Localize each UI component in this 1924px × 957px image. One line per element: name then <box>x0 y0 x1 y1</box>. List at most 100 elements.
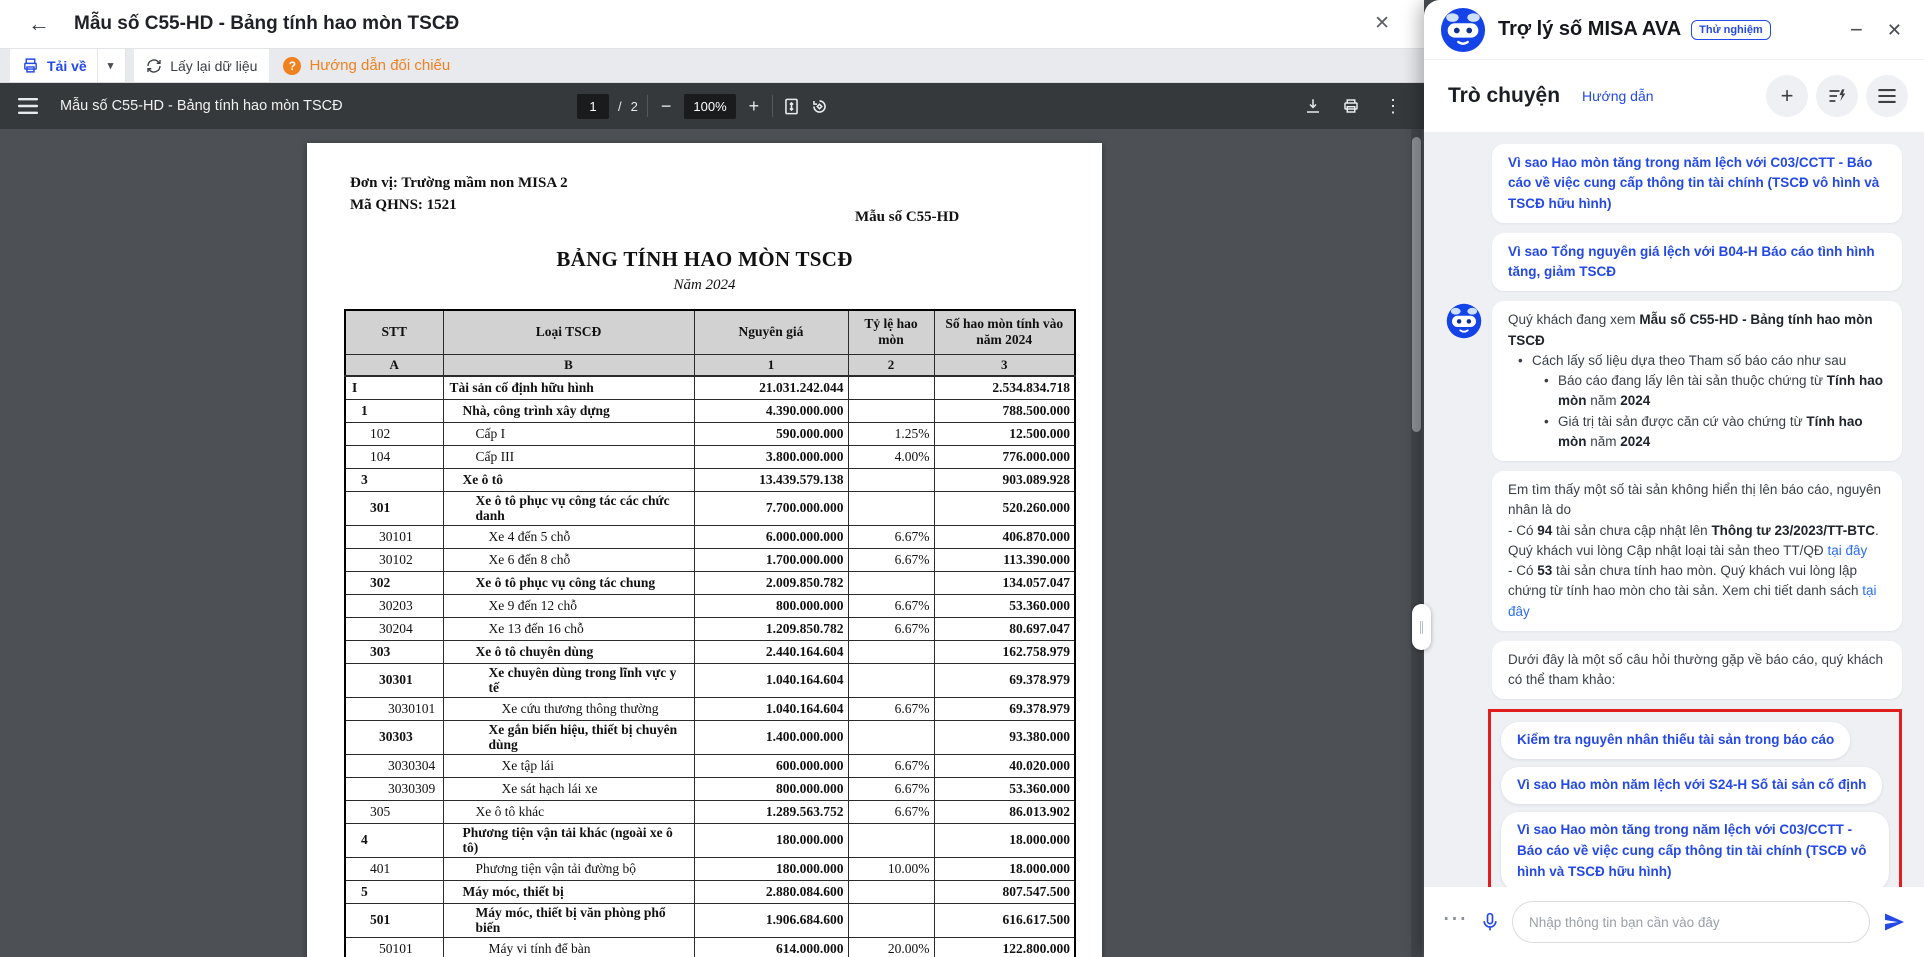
page-title: Mẫu số C55-HD - Bảng tính hao mòn TSCĐ <box>74 13 460 34</box>
bot-message-text: Dưới đây là một số câu hỏi thường gặp về… <box>1492 640 1902 700</box>
table-cell: Xe ô tô <box>442 467 695 492</box>
table-row: 30203 Xe 9 đến 12 chỗ 800.000.000 6.67% 53.3… <box>344 593 1076 618</box>
table-row: 3030101 Xe cứu thương thông thường 1.040.1… <box>344 696 1076 721</box>
bot-message-text: Quý khách đang xem Mẫu số C55-HD - Bảng … <box>1492 301 1902 461</box>
assistant-header: Trợ lý số MISA AVA Thử nghiệm − ✕ <box>1424 0 1924 60</box>
table-cell: 104 <box>344 444 444 469</box>
kebab-menu-icon[interactable]: ⋮ <box>1384 95 1402 116</box>
faq-annotation-box: Kiểm tra nguyên nhân thiếu tài sản trong… <box>1488 709 1902 887</box>
table-cell: 102 <box>344 421 444 446</box>
table-cell: 180.000.000 <box>693 822 849 858</box>
table-cell: Phương tiện vận tải khác (ngoài xe ô tô) <box>442 822 695 858</box>
table-subheader: 3 <box>933 354 1076 377</box>
zoom-level[interactable]: 100% <box>684 93 736 119</box>
menu-icon[interactable] <box>18 98 38 114</box>
depreciation-table: STT Loại TSCĐ Nguyên giá Tỷ lệ hao mòn Số ha… <box>344 308 1076 957</box>
table-cell: 162.758.979 <box>933 639 1076 664</box>
zoom-out-button[interactable]: − <box>660 95 672 116</box>
table-cell: 6.67% <box>847 753 935 778</box>
table-cell: 6.67% <box>847 547 935 572</box>
table-cell: 3030101 <box>344 696 444 721</box>
minimize-icon[interactable]: − <box>1850 16 1863 42</box>
table-row: 102 Cấp I 590.000.000 1.25% 12.500.000 <box>344 421 1076 446</box>
table-row: 303 Xe ô tô chuyên dùng 2.440.164.604 162.7… <box>344 639 1076 664</box>
fit-page-icon[interactable] <box>782 97 801 116</box>
microphone-icon[interactable] <box>1480 910 1500 934</box>
table-cell: 6.67% <box>847 524 935 549</box>
print-icon[interactable] <box>1342 97 1360 115</box>
table-cell: 30301 <box>344 662 444 698</box>
table-row: 305 Xe ô tô khác 1.289.563.752 6.67% 86.013.… <box>344 799 1076 824</box>
close-icon[interactable]: ✕ <box>1886 19 1902 40</box>
table-cell: 2.440.164.604 <box>693 639 849 664</box>
refresh-label: Lấy lại dữ liệu <box>170 57 258 74</box>
table-cell: Máy vi tính để bàn <box>442 936 695 957</box>
table-cell: 134.057.047 <box>933 570 1076 595</box>
bot-message: Quý khách đang xem Mẫu số C55-HD - Bảng … <box>1446 301 1902 461</box>
table-cell: 6.67% <box>847 696 935 721</box>
table-cell: 69.378.979 <box>933 696 1076 721</box>
table-cell: 3 <box>344 467 444 492</box>
table-cell: 800.000.000 <box>693 593 849 618</box>
tab-chat: Trò chuyện <box>1448 84 1561 107</box>
table-cell: 10.00% <box>847 856 935 881</box>
faq-suggestions: Kiểm tra nguyên nhân thiếu tài sản trong… <box>1501 722 1889 887</box>
more-options-icon[interactable]: ⋯ <box>1442 903 1468 932</box>
table-cell: 30101 <box>344 524 444 549</box>
refresh-data-button[interactable]: Lấy lại dữ liệu <box>134 49 270 82</box>
faq-chip[interactable]: Kiểm tra nguyên nhân thiếu tài sản trong… <box>1501 722 1851 760</box>
download-button[interactable]: Tải về ▾ <box>10 49 127 82</box>
table-cell <box>847 879 935 904</box>
table-row: 301 Xe ô tô phục vụ công tác các chức dan… <box>344 490 1076 526</box>
zoom-in-button[interactable]: + <box>748 95 760 116</box>
send-icon[interactable] <box>1882 910 1906 934</box>
faq-chip[interactable]: Vì sao Hao mòn năm lệch với S24-H Số tài… <box>1501 767 1883 805</box>
document-shell: ← Mẫu số C55-HD - Bảng tính hao mòn TSCĐ… <box>0 0 1424 957</box>
table-cell: 2.534.834.718 <box>933 375 1076 400</box>
page-number-input[interactable]: 1 <box>577 93 609 119</box>
menu-button[interactable] <box>1866 75 1908 117</box>
table-cell <box>847 719 935 755</box>
action-toolbar: Tải về ▾ Lấy lại dữ liệu ? Hướng dẫn đối… <box>0 49 1424 83</box>
assistant-name: Trợ lý số MISA AVA <box>1498 18 1682 40</box>
table-row: 30204 Xe 13 đến 16 chỗ 1.209.850.782 6.67% 8… <box>344 616 1076 641</box>
user-message: Vì sao Tổng nguyên giá lệch với B04-H Bá… <box>1446 232 1902 292</box>
quick-actions-button[interactable] <box>1816 75 1858 117</box>
guide-link[interactable]: Hướng dẫn <box>1582 88 1654 104</box>
back-button[interactable]: ← <box>28 11 50 36</box>
scrollbar-thumb[interactable] <box>1412 137 1421 432</box>
chat-text-input[interactable] <box>1512 901 1870 943</box>
table-cell: 2.880.084.600 <box>693 879 849 904</box>
guide-link[interactable]: ? Hướng dẫn đối chiếu <box>283 49 450 82</box>
table-cell: Xe 13 đến 16 chỗ <box>442 616 695 641</box>
link-tai-day[interactable]: tại đây <box>1827 542 1868 558</box>
table-cell: 2.009.850.782 <box>693 570 849 595</box>
table-cell: Máy móc, thiết bị văn phòng phổ biến <box>442 902 695 938</box>
user-message-text: Vì sao Hao mòn tăng trong năm lệch với C… <box>1492 144 1902 223</box>
table-cell: 614.000.000 <box>693 936 849 957</box>
table-cell: 3.800.000.000 <box>693 444 849 469</box>
table-cell: Xe chuyên dùng trong lĩnh vực y tế <box>442 662 695 698</box>
table-cell: 520.260.000 <box>933 490 1076 526</box>
new-chat-button[interactable]: + <box>1766 75 1808 117</box>
table-row: 30101 Xe 4 đến 5 chỗ 6.000.000.000 6.67% 406… <box>344 524 1076 549</box>
link-tai-day[interactable]: tại đây <box>1508 583 1877 619</box>
close-icon[interactable]: ✕ <box>1374 13 1390 34</box>
pdf-document-title: Mẫu số C55-HD - Bảng tính hao mòn TSCĐ <box>60 98 343 114</box>
panel-resize-handle[interactable]: ∥ <box>1412 604 1431 650</box>
download-icon[interactable] <box>1304 97 1322 115</box>
table-cell: 1.25% <box>847 421 935 446</box>
table-cell: 3030309 <box>344 776 444 801</box>
misa-ava-logo <box>1440 7 1486 53</box>
pdf-right-tools: ⋮ <box>1304 83 1406 129</box>
faq-chip[interactable]: Vì sao Hao mòn tăng trong năm lệch với C… <box>1501 812 1889 887</box>
table-cell: 21.031.242.044 <box>693 375 849 400</box>
chevron-down-icon[interactable]: ▾ <box>96 49 113 82</box>
table-cell: 6.67% <box>847 799 935 824</box>
table-cell: Xe 9 đến 12 chỗ <box>442 593 695 618</box>
rotate-icon[interactable] <box>810 97 829 116</box>
pdf-viewer: Đơn vị: Trường mầm non MISA 2 Mã QHNS: 1… <box>0 129 1424 957</box>
table-cell: 40.020.000 <box>933 753 1076 778</box>
table-cell <box>847 398 935 423</box>
table-row: 3030304 Xe tập lái 600.000.000 6.67% 40.020.… <box>344 753 1076 778</box>
